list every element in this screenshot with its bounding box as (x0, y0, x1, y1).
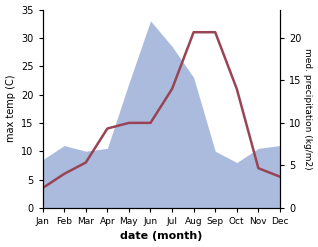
Y-axis label: med. precipitation (kg/m2): med. precipitation (kg/m2) (303, 48, 313, 169)
X-axis label: date (month): date (month) (120, 231, 203, 242)
Y-axis label: max temp (C): max temp (C) (5, 75, 16, 143)
